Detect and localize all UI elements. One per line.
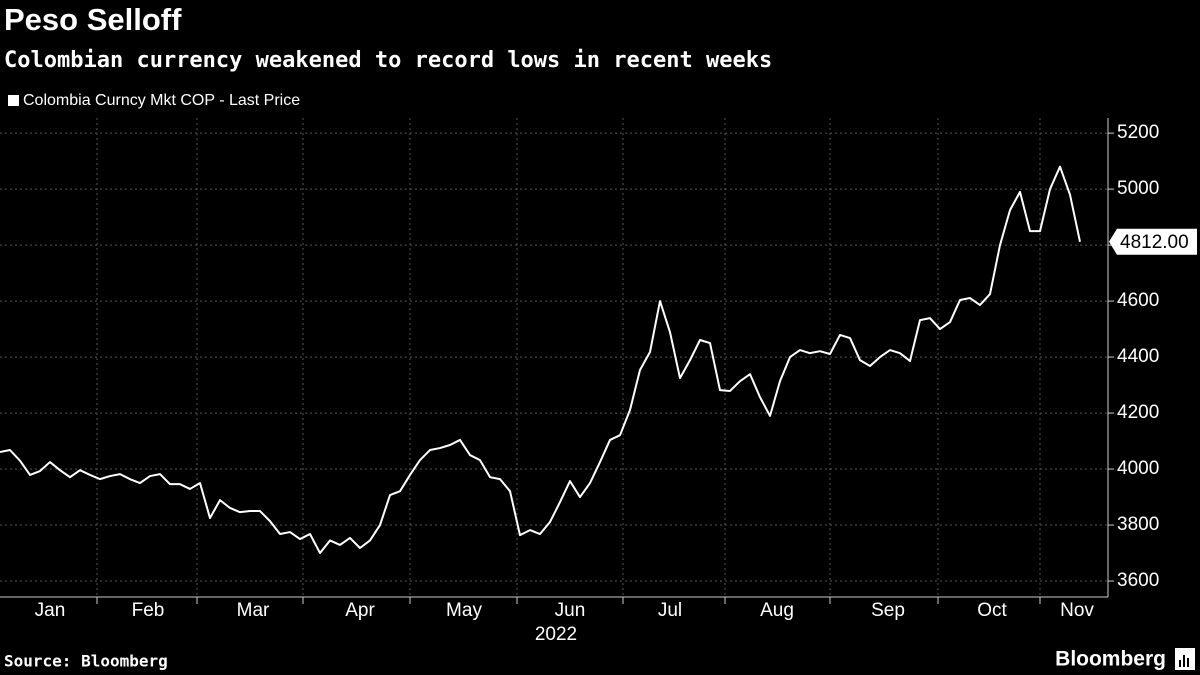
y-tick-label: 4000 bbox=[1117, 458, 1159, 479]
x-tick-label: May bbox=[446, 600, 482, 621]
legend-swatch bbox=[8, 95, 19, 106]
x-tick-label: Aug bbox=[760, 600, 794, 621]
chart-subtitle: Colombian currency weakened to record lo… bbox=[4, 48, 772, 73]
line bbox=[0, 165, 1081, 555]
y-tick-label: 5000 bbox=[1117, 178, 1159, 199]
x-tick-label: Jan bbox=[35, 600, 66, 621]
x-tick-label: Apr bbox=[345, 600, 375, 621]
x-tick-label: Jul bbox=[658, 600, 682, 621]
brand-icon bbox=[1175, 648, 1195, 670]
x-tick-label: Jun bbox=[555, 600, 586, 621]
y-tick-label: 5200 bbox=[1117, 122, 1159, 143]
x-tick-label: Feb bbox=[132, 600, 165, 621]
value-label-box bbox=[1109, 228, 1197, 255]
source: Source: Bloomberg bbox=[4, 652, 168, 671]
y-tick-label: 4200 bbox=[1117, 402, 1159, 423]
y-tick-label: 4600 bbox=[1117, 290, 1159, 311]
x-tick-label: Oct bbox=[977, 600, 1007, 621]
x-tick-label: Sep bbox=[871, 600, 905, 621]
x-tick-label: Mar bbox=[237, 600, 270, 621]
brand: Bloomberg bbox=[1055, 648, 1166, 671]
x-tick-label: Nov bbox=[1060, 600, 1094, 621]
y-tick-label: 3800 bbox=[1117, 514, 1159, 535]
value-label: 4812.00 bbox=[1120, 232, 1189, 253]
legend-label: Colombia Curncy Mkt COP - Last Price bbox=[23, 92, 300, 109]
chart-title: Peso Selloff bbox=[4, 2, 182, 37]
year-label: 2022 bbox=[535, 624, 577, 645]
y-tick-label: 4400 bbox=[1117, 346, 1159, 367]
y-tick-label: 3600 bbox=[1117, 570, 1159, 591]
